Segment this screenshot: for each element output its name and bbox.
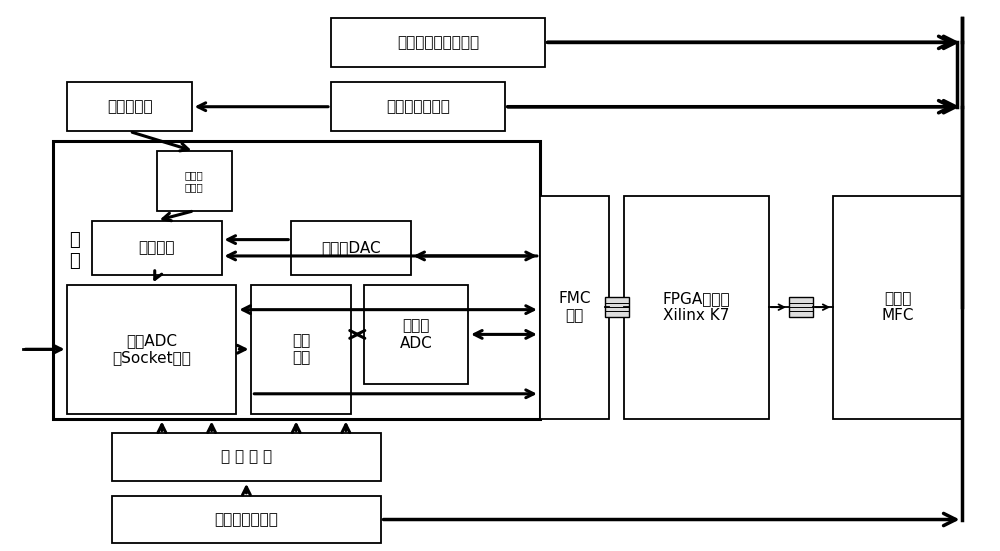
Bar xyxy=(52,142,540,419)
Bar xyxy=(624,196,769,419)
Bar xyxy=(157,152,232,210)
Bar xyxy=(789,298,813,317)
Bar xyxy=(92,220,222,275)
Bar xyxy=(540,196,609,419)
Bar xyxy=(833,196,962,419)
Bar xyxy=(67,82,192,132)
Bar xyxy=(331,18,545,67)
Bar xyxy=(291,220,411,275)
Bar xyxy=(364,285,468,384)
Text: 采样时钟射频信号源: 采样时钟射频信号源 xyxy=(397,35,479,50)
Bar xyxy=(605,298,629,317)
Text: 被测ADC
（Socket座）: 被测ADC （Socket座） xyxy=(113,333,191,365)
Text: 输入信
号电路: 输入信 号电路 xyxy=(185,170,204,192)
Text: FMC
接口: FMC 接口 xyxy=(558,291,591,323)
Text: 上位机
MFC: 上位机 MFC xyxy=(882,291,914,323)
Text: 电 源 管 理: 电 源 管 理 xyxy=(221,450,272,464)
Bar xyxy=(112,434,381,481)
Text: 滤波器子板: 滤波器子板 xyxy=(107,99,152,114)
Bar xyxy=(67,285,236,414)
Bar xyxy=(251,285,351,414)
Bar xyxy=(112,496,381,543)
Text: 射频开关: 射频开关 xyxy=(139,240,175,255)
Text: 多通道数字电源: 多通道数字电源 xyxy=(214,512,278,527)
Text: 输入射频信号源: 输入射频信号源 xyxy=(386,99,450,114)
Text: 高精度DAC: 高精度DAC xyxy=(321,240,381,255)
Text: 高精度
ADC: 高精度 ADC xyxy=(400,318,432,350)
Text: 开关
阵列: 开关 阵列 xyxy=(292,333,310,365)
Bar xyxy=(331,82,505,132)
Text: 母
板: 母 板 xyxy=(69,231,80,269)
Text: FPGA核心板
Xilinx K7: FPGA核心板 Xilinx K7 xyxy=(663,291,730,323)
